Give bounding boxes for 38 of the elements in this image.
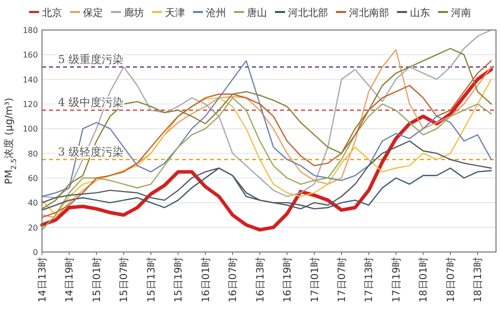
y-tick-label: 140 <box>22 75 38 84</box>
x-tick-label: 16日07时 <box>227 257 240 302</box>
x-tick-label: 15日13时 <box>145 257 158 302</box>
legend-label: 沧州 <box>206 7 226 19</box>
y-tick-label: 0 <box>32 248 38 257</box>
y-tick-label: 120 <box>22 100 38 109</box>
legend-label: 天津 <box>165 7 185 19</box>
ref-line-label: 5 级重度污染 <box>58 53 124 66</box>
y-tick-label: 60 <box>28 174 38 183</box>
y-tick-label: 100 <box>22 124 38 134</box>
legend-label: 河北南部 <box>349 7 389 19</box>
y-tick-label: 20 <box>28 223 38 232</box>
legend-label: 保定 <box>83 7 103 19</box>
x-tick-label: 16日01时 <box>200 257 212 302</box>
x-tick-label: 17日07时 <box>336 257 348 302</box>
x-tick-label: 18日07时 <box>444 257 457 302</box>
legend-label: 北京 <box>42 7 62 19</box>
x-tick-label: 18日01时 <box>418 257 430 302</box>
y-tick-label: 80 <box>28 149 38 158</box>
x-tick-label: 15日19时 <box>172 257 185 302</box>
legend-label: 河北北部 <box>288 7 328 19</box>
x-tick-label: 16日19时 <box>282 257 294 302</box>
y-tick-label: 40 <box>28 198 38 208</box>
x-tick-label: 14日19时 <box>64 257 76 302</box>
x-tick-label: 16日13时 <box>254 257 266 302</box>
legend-label: 唐山 <box>247 7 267 19</box>
y-tick-label: 180 <box>22 26 38 35</box>
x-tick-label: 17日13时 <box>363 257 376 302</box>
y-tick-label: 160 <box>22 50 38 60</box>
x-tick-label: 15日07时 <box>118 257 130 302</box>
legend-label: 河南 <box>451 7 471 19</box>
legend-label: 廊坊 <box>124 7 144 19</box>
legend-label: 山东 <box>410 7 430 19</box>
x-tick-label: 17日01时 <box>308 257 321 302</box>
x-tick-label: 17日19时 <box>390 257 402 302</box>
x-tick-label: 14日13时 <box>36 257 48 302</box>
x-tick-label: 15日01时 <box>90 257 103 302</box>
x-tick-label: 18日13时 <box>472 257 484 302</box>
